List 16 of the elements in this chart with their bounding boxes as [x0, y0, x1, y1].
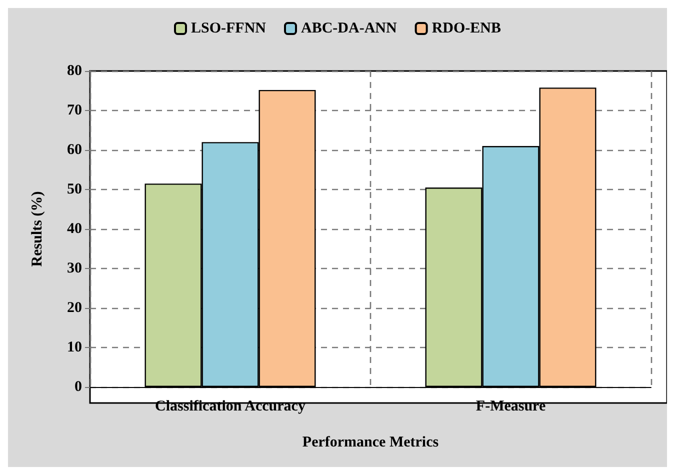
x-axis-title: Performance Metrics: [302, 434, 439, 450]
x-tick-label: Classification Accuracy: [155, 398, 306, 414]
y-tick-label: 30: [67, 260, 82, 276]
y-tick-label: 10: [67, 340, 82, 356]
y-tick-label: 50: [67, 182, 82, 198]
legend-label: RDO-ENB: [432, 20, 501, 36]
y-axis-title: Results (%): [30, 191, 46, 267]
legend-label: ABC-DA-ANN: [301, 20, 397, 36]
y-tick-label: 60: [67, 142, 82, 158]
y-tick-label: 70: [67, 102, 82, 118]
y-tick-label: 20: [67, 300, 82, 316]
y-tick-label: 40: [67, 221, 82, 237]
y-tick-label: 80: [67, 63, 82, 79]
legend-label: LSO-FFNN: [191, 20, 266, 36]
x-tick-label: F-Measure: [476, 398, 546, 414]
y-tick-label: 0: [74, 379, 82, 395]
